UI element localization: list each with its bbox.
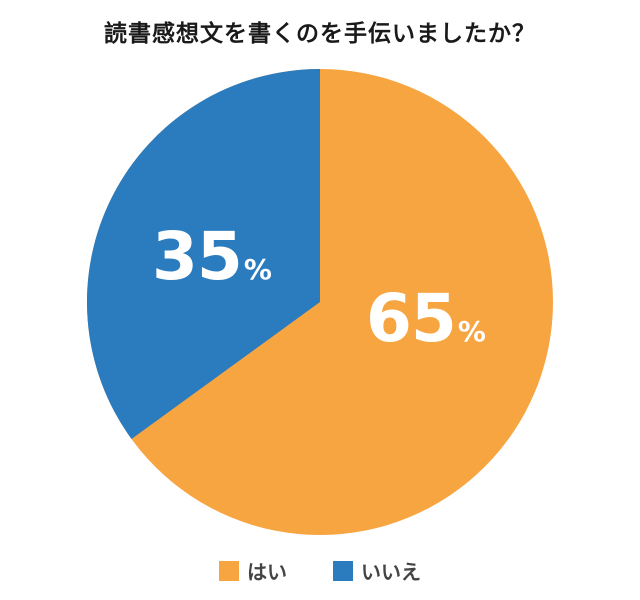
legend: はい いいえ [0,556,640,585]
label-hai: 65% [366,280,486,357]
legend-label-hai: はい [247,560,287,584]
legend-item-iie: いいえ [333,556,421,585]
label-hai-value: 65 [366,280,457,357]
label-hai-unit: % [457,315,486,348]
legend-item-hai: はい [219,556,287,585]
legend-swatch-iie [333,560,353,581]
label-iie-value: 35 [152,218,243,295]
label-iie: 35% [152,218,272,295]
chart-title: 読書感想文を書くのを手伝いましたか？ [104,21,536,47]
label-iie-unit: % [243,253,272,286]
slice-iie [86,69,320,439]
legend-label-iie: いいえ [361,560,421,584]
legend-swatch-hai [219,560,239,581]
